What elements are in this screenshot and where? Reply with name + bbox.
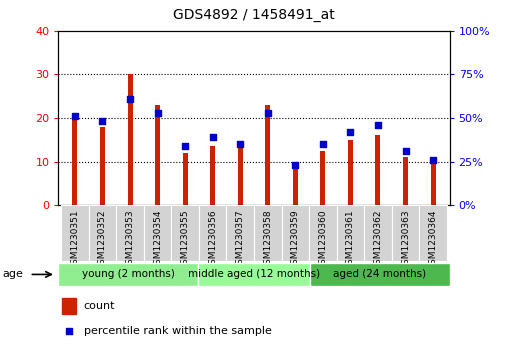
Bar <box>198 263 310 286</box>
Bar <box>238 148 243 205</box>
Bar <box>293 162 298 205</box>
Bar <box>144 205 171 261</box>
Text: middle aged (12 months): middle aged (12 months) <box>188 269 320 279</box>
Bar <box>309 205 337 261</box>
Bar <box>403 157 408 205</box>
Text: GSM1230353: GSM1230353 <box>125 209 135 270</box>
Text: GSM1230356: GSM1230356 <box>208 209 217 270</box>
Bar <box>431 162 435 205</box>
Bar <box>364 205 392 261</box>
Bar <box>89 205 116 261</box>
Bar <box>116 205 144 261</box>
Point <box>66 328 74 334</box>
Text: GSM1230363: GSM1230363 <box>401 209 410 270</box>
Bar <box>265 105 270 205</box>
Point <box>181 143 189 149</box>
Bar <box>254 205 281 261</box>
Point <box>99 119 107 125</box>
Bar <box>227 205 254 261</box>
Point <box>126 96 134 102</box>
Text: aged (24 months): aged (24 months) <box>333 269 426 279</box>
Bar <box>61 205 89 261</box>
Bar <box>100 127 105 205</box>
Text: count: count <box>84 301 115 311</box>
Text: GSM1230362: GSM1230362 <box>373 209 383 270</box>
Bar <box>419 205 447 261</box>
Point <box>401 148 409 154</box>
Text: young (2 months): young (2 months) <box>82 269 175 279</box>
Text: GSM1230361: GSM1230361 <box>346 209 355 270</box>
Bar <box>310 263 450 286</box>
Point <box>236 141 244 147</box>
Text: GSM1230354: GSM1230354 <box>153 209 162 270</box>
Text: GSM1230360: GSM1230360 <box>319 209 327 270</box>
Bar <box>128 74 133 205</box>
Point <box>319 141 327 147</box>
Bar <box>199 205 227 261</box>
Text: age: age <box>3 269 23 280</box>
Point <box>209 134 217 140</box>
Bar <box>321 151 325 205</box>
Bar <box>73 118 77 205</box>
Text: GSM1230351: GSM1230351 <box>71 209 79 270</box>
Bar <box>348 140 353 205</box>
Bar <box>375 135 380 205</box>
Text: GSM1230359: GSM1230359 <box>291 209 300 270</box>
Text: GSM1230364: GSM1230364 <box>429 209 437 270</box>
Text: percentile rank within the sample: percentile rank within the sample <box>84 326 272 336</box>
Point <box>153 110 162 116</box>
Text: GDS4892 / 1458491_at: GDS4892 / 1458491_at <box>173 8 335 22</box>
Point <box>291 162 299 168</box>
Bar <box>210 146 215 205</box>
Point <box>374 122 382 128</box>
Bar <box>392 205 419 261</box>
Bar <box>58 263 198 286</box>
Bar <box>337 205 364 261</box>
Bar <box>62 298 76 314</box>
Point <box>71 113 79 119</box>
Text: GSM1230358: GSM1230358 <box>263 209 272 270</box>
Point <box>346 129 355 135</box>
Bar <box>171 205 199 261</box>
Bar <box>281 205 309 261</box>
Bar <box>183 153 187 205</box>
Text: GSM1230357: GSM1230357 <box>236 209 245 270</box>
Text: GSM1230355: GSM1230355 <box>181 209 189 270</box>
Point <box>429 157 437 163</box>
Text: GSM1230352: GSM1230352 <box>98 209 107 270</box>
Bar <box>155 105 160 205</box>
Point <box>264 110 272 116</box>
